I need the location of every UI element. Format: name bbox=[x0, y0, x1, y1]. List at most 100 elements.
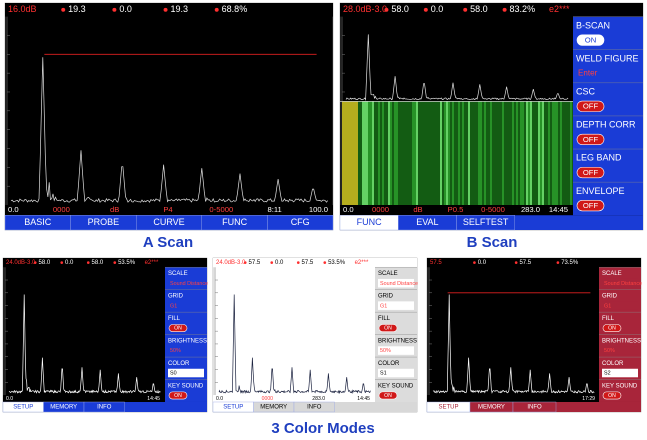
menu-item[interactable]: INFO bbox=[307, 405, 322, 411]
menu-item[interactable]: MEMORY bbox=[50, 405, 77, 411]
b-scan-stripe bbox=[562, 101, 564, 206]
value-box[interactable] bbox=[378, 301, 414, 310]
toggle-value[interactable]: ON bbox=[174, 393, 182, 399]
b-scan-stripe bbox=[528, 101, 530, 206]
setting-value[interactable]: S2 bbox=[604, 371, 611, 377]
toggle[interactable] bbox=[576, 166, 605, 179]
toggle[interactable] bbox=[602, 324, 622, 332]
menu-item[interactable]: INFO bbox=[97, 405, 112, 411]
toggle-value[interactable]: ON bbox=[608, 326, 616, 332]
value-box[interactable] bbox=[602, 346, 638, 355]
footer-value: 14:45 bbox=[549, 205, 568, 214]
setting-value[interactable]: Sound Distance bbox=[170, 281, 208, 287]
menu-item[interactable]: MEMORY bbox=[478, 405, 505, 411]
value-box[interactable] bbox=[168, 346, 204, 355]
setting-value[interactable]: G1 bbox=[380, 303, 387, 309]
b-scan-stripe bbox=[512, 101, 514, 206]
value-box[interactable] bbox=[602, 368, 638, 378]
toggle-value[interactable]: ON bbox=[585, 35, 596, 44]
menu-tab[interactable] bbox=[456, 215, 515, 231]
b-scan-stripe bbox=[428, 101, 430, 206]
value-box[interactable] bbox=[378, 368, 414, 378]
value-box[interactable] bbox=[168, 301, 204, 310]
b-scan-stripe bbox=[560, 101, 562, 206]
toggle-value[interactable]: ON bbox=[384, 326, 392, 332]
value-box[interactable] bbox=[168, 368, 204, 378]
value-box[interactable] bbox=[602, 278, 638, 288]
setting-label: GRID bbox=[602, 294, 618, 300]
setting-value[interactable]: 50% bbox=[380, 348, 391, 354]
value-box[interactable] bbox=[168, 278, 204, 288]
setting-value[interactable]: Sound Distance bbox=[380, 281, 418, 287]
toggle-value[interactable]: ON bbox=[608, 393, 616, 399]
footer-value: P4 bbox=[163, 205, 173, 214]
value-box[interactable] bbox=[602, 301, 638, 310]
toggle[interactable] bbox=[576, 133, 605, 146]
toggle-value[interactable]: ON bbox=[384, 393, 392, 399]
toggle-value[interactable]: OFF bbox=[583, 135, 599, 144]
setting-label: COLOR bbox=[602, 361, 624, 367]
status-value: 24.0dB-3.0 bbox=[216, 260, 246, 266]
menu-item[interactable]: SELFTEST bbox=[463, 217, 509, 227]
menu-item[interactable]: SETUP bbox=[223, 405, 243, 411]
menu-item[interactable]: SETUP bbox=[438, 405, 458, 411]
toggle[interactable] bbox=[576, 34, 605, 46]
menu-item[interactable]: INFO bbox=[527, 405, 542, 411]
setting-value[interactable]: 50% bbox=[170, 348, 181, 354]
setting-value[interactable]: Enter bbox=[578, 69, 598, 78]
value-box[interactable] bbox=[378, 278, 414, 288]
setting-value[interactable]: S1 bbox=[380, 371, 387, 377]
menu-item[interactable]: CURVE bbox=[153, 217, 184, 227]
toggle[interactable] bbox=[576, 200, 605, 212]
toggle-value[interactable]: OFF bbox=[583, 168, 599, 177]
menu-item[interactable]: CFG bbox=[291, 217, 310, 227]
toggle[interactable] bbox=[168, 391, 188, 400]
b-scan-stripe bbox=[448, 101, 450, 206]
status-icon bbox=[163, 7, 168, 12]
b-scan-stripe bbox=[366, 101, 368, 206]
menu-tab[interactable] bbox=[267, 215, 334, 231]
menu-item[interactable]: BASIC bbox=[24, 217, 52, 227]
menu-item[interactable]: PROBE bbox=[88, 217, 120, 227]
setting-value[interactable]: Sound Distance bbox=[604, 281, 642, 287]
menu-item[interactable]: SETUP bbox=[13, 405, 33, 411]
footer-bar bbox=[3, 395, 165, 402]
setting-value[interactable]: G1 bbox=[170, 303, 177, 309]
menu-tab[interactable] bbox=[512, 401, 557, 413]
b-scan-stripe bbox=[530, 101, 532, 206]
setting-label: CSC bbox=[576, 86, 596, 96]
status-value: 28.0dB-3.0 bbox=[343, 4, 387, 14]
status-value: 83.2% bbox=[510, 4, 536, 14]
b-scan-stripe bbox=[568, 101, 570, 206]
setting-value[interactable]: 50% bbox=[604, 348, 615, 354]
toggle[interactable] bbox=[168, 324, 188, 332]
b-scan-stripe bbox=[514, 101, 516, 206]
b-scan-stripe bbox=[362, 101, 364, 206]
toggle[interactable] bbox=[378, 391, 398, 400]
status-value: 58.0 bbox=[470, 4, 488, 14]
footer-value: 100.0 bbox=[309, 205, 328, 214]
status-icon bbox=[33, 261, 37, 264]
setting-label: GRID bbox=[168, 294, 184, 300]
toggle[interactable] bbox=[576, 100, 605, 112]
toggle-value[interactable]: OFF bbox=[583, 102, 599, 111]
value-box[interactable] bbox=[576, 66, 640, 80]
setting-value[interactable]: S0 bbox=[170, 371, 177, 377]
menu-tab[interactable] bbox=[293, 401, 335, 413]
a-scan-trace bbox=[432, 294, 595, 394]
menu-item[interactable]: FUNC bbox=[357, 217, 382, 227]
menu-item[interactable]: FUNC bbox=[222, 217, 247, 227]
setting-label: LEG BAND bbox=[576, 153, 622, 163]
setting-value[interactable]: G1 bbox=[604, 303, 611, 309]
toggle-value[interactable]: OFF bbox=[583, 201, 599, 210]
footer-value: 283.0 bbox=[521, 205, 540, 214]
value-box[interactable] bbox=[378, 346, 414, 355]
menu-item[interactable]: MEMORY bbox=[260, 405, 287, 411]
menu-tab[interactable] bbox=[83, 401, 125, 413]
menu-item[interactable]: EVAL bbox=[416, 217, 438, 227]
toggle-value[interactable]: ON bbox=[174, 326, 182, 332]
toggle[interactable] bbox=[378, 324, 398, 332]
b-scan-stripe bbox=[390, 101, 392, 206]
caption: B Scan bbox=[467, 234, 518, 251]
toggle[interactable] bbox=[602, 391, 622, 400]
